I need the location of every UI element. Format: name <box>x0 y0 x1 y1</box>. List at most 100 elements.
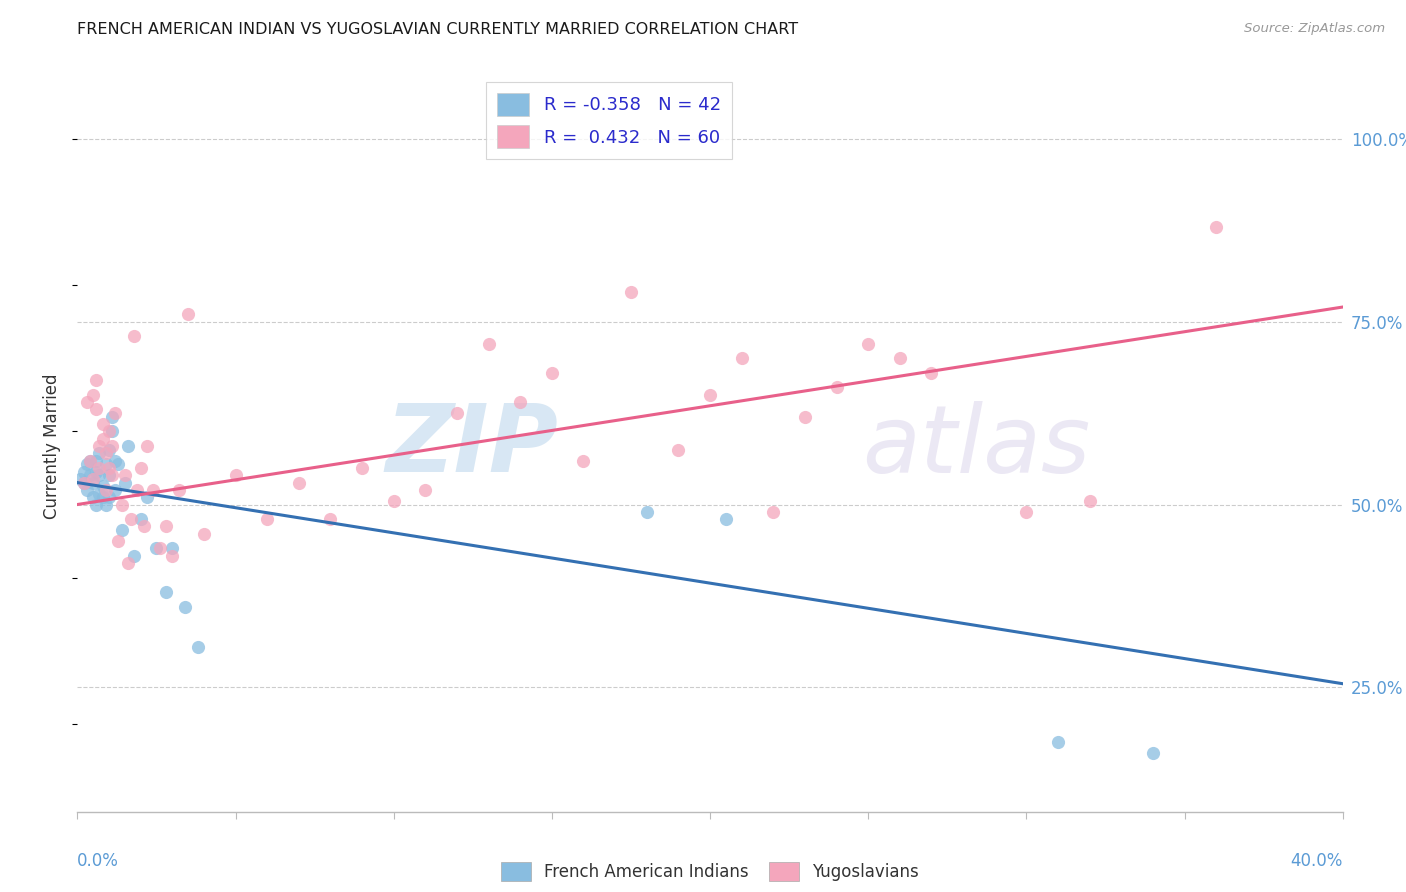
Point <box>193 526 215 541</box>
Point <box>177 307 200 321</box>
Point <box>89 468 111 483</box>
Point <box>101 439 124 453</box>
Point <box>794 409 817 424</box>
Point <box>167 483 190 497</box>
Point <box>162 541 183 556</box>
Point <box>73 465 96 479</box>
Point <box>699 388 721 402</box>
Legend: French American Indians, Yugoslavians: French American Indians, Yugoslavians <box>495 855 925 888</box>
Point <box>94 446 117 460</box>
Point <box>79 468 101 483</box>
Point <box>76 457 98 471</box>
Point <box>1142 746 1164 760</box>
Point <box>76 483 98 497</box>
Point <box>319 512 342 526</box>
Point <box>86 498 108 512</box>
Point <box>858 336 880 351</box>
Point <box>142 483 165 497</box>
Point <box>117 556 139 570</box>
Point <box>76 395 98 409</box>
Point <box>636 505 658 519</box>
Point <box>668 442 690 457</box>
Point <box>79 453 101 467</box>
Text: ZIP: ZIP <box>385 400 558 492</box>
Point <box>89 486 111 500</box>
Point <box>98 425 120 439</box>
Point <box>101 468 124 483</box>
Point <box>1047 735 1070 749</box>
Point <box>107 457 129 471</box>
Point <box>98 461 120 475</box>
Point <box>478 336 501 351</box>
Point <box>620 285 643 300</box>
Point <box>124 549 146 563</box>
Point <box>288 475 311 490</box>
Point <box>94 483 117 497</box>
Point <box>129 512 152 526</box>
Point <box>162 549 183 563</box>
Text: 40.0%: 40.0% <box>1291 852 1343 870</box>
Point <box>825 380 848 394</box>
Point <box>79 453 101 467</box>
Point <box>89 439 111 453</box>
Point <box>136 490 159 504</box>
Point <box>86 402 108 417</box>
Point <box>98 442 120 457</box>
Point <box>94 498 117 512</box>
Point <box>256 512 278 526</box>
Point <box>155 585 177 599</box>
Point <box>73 475 96 490</box>
Point <box>889 351 911 366</box>
Point <box>174 599 197 614</box>
Point <box>104 483 127 497</box>
Point <box>145 541 167 556</box>
Point <box>114 468 136 483</box>
Point <box>82 388 104 402</box>
Point <box>98 468 120 483</box>
Point <box>541 366 564 380</box>
Text: 0.0%: 0.0% <box>77 852 120 870</box>
Point <box>1078 494 1101 508</box>
Y-axis label: Currently Married: Currently Married <box>44 373 62 519</box>
Point <box>107 534 129 549</box>
Point <box>509 395 531 409</box>
Point <box>69 472 91 486</box>
Point <box>415 483 437 497</box>
Point <box>104 453 127 467</box>
Point <box>91 490 114 504</box>
Point <box>98 490 120 504</box>
Point <box>572 453 595 467</box>
Point <box>111 523 132 537</box>
Point <box>124 329 146 343</box>
Point <box>120 512 142 526</box>
Point <box>89 461 111 475</box>
Point <box>149 541 172 556</box>
Point <box>132 519 155 533</box>
Point <box>129 461 152 475</box>
Point <box>89 446 111 460</box>
Point <box>136 439 159 453</box>
Text: atlas: atlas <box>862 401 1090 491</box>
Point <box>91 432 114 446</box>
Point <box>104 406 127 420</box>
Point <box>86 465 108 479</box>
Point <box>382 494 405 508</box>
Point <box>1015 505 1038 519</box>
Point <box>73 475 96 490</box>
Point <box>1205 219 1227 234</box>
Point <box>82 472 104 486</box>
Point <box>86 373 108 387</box>
Point <box>101 425 124 439</box>
Point <box>91 417 114 431</box>
Point <box>91 479 114 493</box>
Point <box>94 457 117 471</box>
Point <box>762 505 785 519</box>
Point <box>714 512 737 526</box>
Point <box>731 351 754 366</box>
Point <box>446 406 468 420</box>
Point <box>82 490 104 504</box>
Point <box>111 498 132 512</box>
Point <box>117 439 139 453</box>
Point <box>921 366 943 380</box>
Point <box>225 468 247 483</box>
